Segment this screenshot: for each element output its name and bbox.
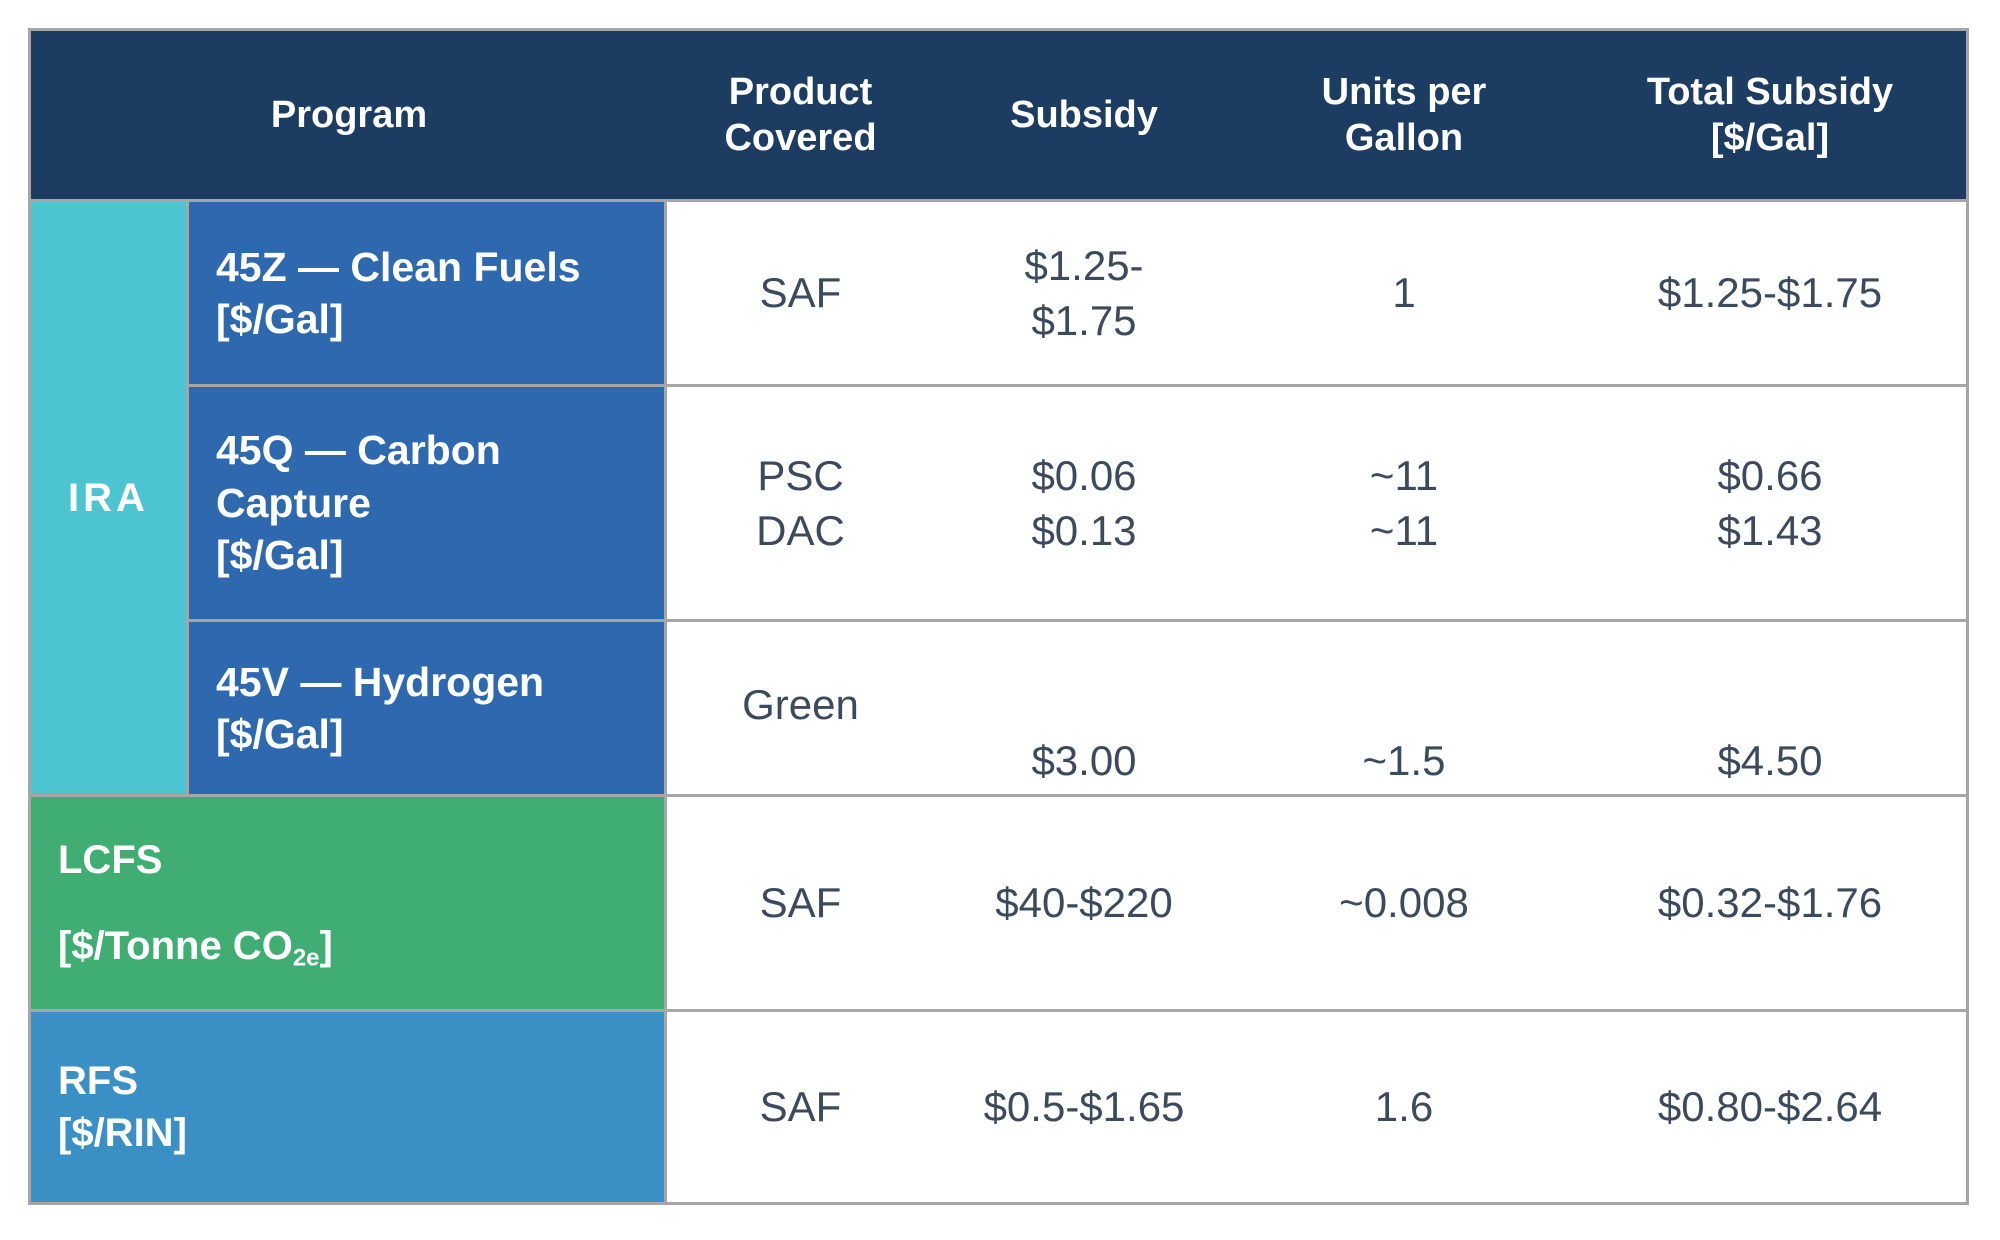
cell-subsidy: $1.25- $1.75	[1024, 241, 1144, 344]
green-h2-line1: Green	[742, 681, 859, 729]
lcfs-units-label: [$/Tonne CO2e]	[58, 924, 333, 972]
header-program: Program	[270, 93, 428, 136]
cell-subsidy: $0.5-$1.65	[983, 1083, 1185, 1131]
cell-total-subsidy: $0.80-$2.64	[1657, 1083, 1883, 1131]
cell-units-per-gallon: 1	[1392, 269, 1416, 317]
program-45v-hydrogen: 45V — Hydrogen [$/Gal]	[189, 622, 664, 794]
cell-product-covered: SAF	[759, 879, 842, 927]
program-45q-carbon-capture: 45Q — Carbon Capture [$/Gal]	[189, 387, 664, 619]
table-row: PSC DAC $0.06 $0.13 ~11 ~11 $0.66 $1.43	[667, 387, 1966, 619]
table-row: Green H2 $3.00 ~1.5 $4.50	[667, 622, 1966, 842]
cell-product-covered: PSC DAC	[756, 451, 845, 554]
cell-total-subsidy: $0.32-$1.76	[1657, 879, 1883, 927]
cell-total-subsidy: $1.25-$1.75	[1657, 269, 1883, 317]
header-total-subsidy: Total Subsidy [$/Gal]	[1646, 70, 1894, 159]
subsidy-table: Program Product Covered Subsidy Units pe…	[28, 28, 1969, 1205]
cell-total-subsidy: $0.66 $1.43	[1717, 451, 1823, 554]
program-rfs: RFS [$/RIN]	[31, 1012, 664, 1202]
lcfs-label: LCFS	[58, 838, 163, 882]
cell-units-per-gallon: 1.6	[1374, 1083, 1434, 1131]
program-45z-clean-fuels: 45Z — Clean Fuels [$/Gal]	[189, 202, 664, 384]
cell-units-per-gallon: ~0.008	[1339, 879, 1469, 927]
cell-units-per-gallon: ~1.5	[1362, 736, 1446, 784]
table-row: SAF $40-$220 ~0.008 $0.32-$1.76	[667, 797, 1966, 1009]
group-label-ira: IRA	[31, 202, 186, 794]
cell-subsidy: $0.06 $0.13	[1031, 451, 1137, 554]
program-lcfs: LCFS [$/Tonne CO2e]	[31, 797, 664, 1009]
table-row: SAF $0.5-$1.65 1.6 $0.80-$2.64	[667, 1012, 1966, 1202]
co2e-subscript: 2e	[292, 944, 320, 972]
table-header-row: Program Product Covered Subsidy Units pe…	[31, 31, 1966, 199]
header-subsidy: Subsidy	[1010, 93, 1158, 136]
cell-total-subsidy: $4.50	[1717, 736, 1823, 784]
cell-product-covered: SAF	[759, 269, 842, 317]
cell-product-covered: SAF	[759, 1083, 842, 1131]
cell-subsidy: $40-$220	[995, 879, 1173, 927]
table-row: SAF $1.25- $1.75 1 $1.25-$1.75	[667, 202, 1966, 384]
header-product-covered: Product Covered	[724, 70, 877, 159]
header-units-per-gallon: Units per Gallon	[1321, 70, 1487, 159]
cell-subsidy: $3.00	[1031, 736, 1137, 784]
cell-units-per-gallon: ~11 ~11	[1369, 451, 1439, 554]
